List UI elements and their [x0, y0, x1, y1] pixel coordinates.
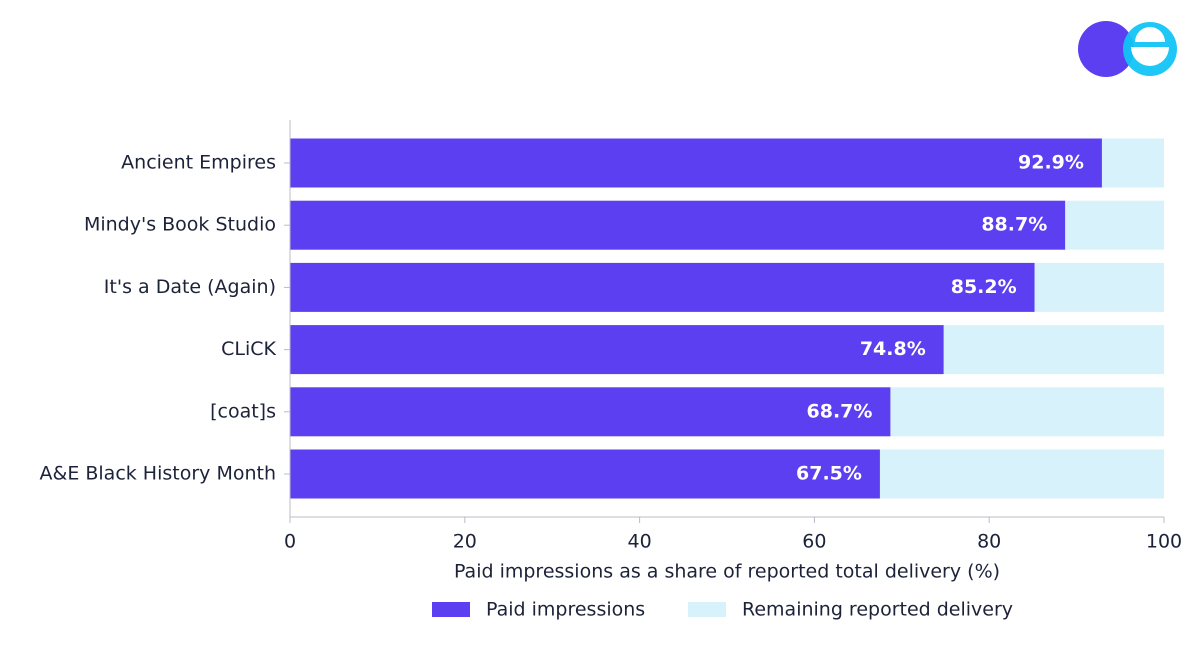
bar-segment — [890, 387, 1164, 437]
bar-segment — [290, 138, 1102, 188]
data-label: 74.8% — [860, 338, 926, 360]
data-label: 67.5% — [796, 463, 862, 485]
x-tick-label: 40 — [628, 531, 652, 553]
bar-segment — [1065, 200, 1164, 250]
bar-segment — [1101, 138, 1164, 188]
logo — [1078, 21, 1177, 77]
legend-swatch — [432, 602, 470, 617]
data-label: 85.2% — [951, 276, 1017, 298]
x-axis-label: Paid impressions as a share of reported … — [454, 561, 1000, 583]
bar-segment — [290, 325, 944, 375]
data-label: 68.7% — [807, 400, 873, 422]
data-label: 88.7% — [981, 214, 1047, 236]
legend-label: Paid impressions — [486, 599, 645, 621]
y-tick-label: A&E Black History Month — [40, 463, 277, 485]
x-tick-label: 20 — [453, 531, 477, 553]
bar-segment — [290, 387, 891, 437]
y-tick-label: Mindy's Book Studio — [84, 214, 276, 236]
bar-segment — [943, 325, 1164, 375]
bar-segment — [290, 262, 1035, 312]
y-tick-label: Ancient Empires — [121, 152, 276, 174]
legend-label: Remaining reported delivery — [742, 599, 1013, 621]
legend-swatch — [688, 602, 726, 617]
bar-segment — [1034, 262, 1164, 312]
bar-segment — [290, 449, 880, 499]
y-tick-label: CLiCK — [221, 338, 276, 360]
y-tick-label: [coat]s — [210, 400, 276, 422]
x-tick-label: 100 — [1146, 531, 1182, 553]
x-tick-label: 80 — [977, 531, 1001, 553]
x-tick-label: 0 — [284, 531, 296, 553]
bar-segment — [290, 200, 1066, 250]
y-tick-label: It's a Date (Again) — [104, 276, 276, 298]
data-label: 92.9% — [1018, 152, 1084, 174]
bar-segment — [879, 449, 1164, 499]
x-tick-label: 60 — [802, 531, 826, 553]
